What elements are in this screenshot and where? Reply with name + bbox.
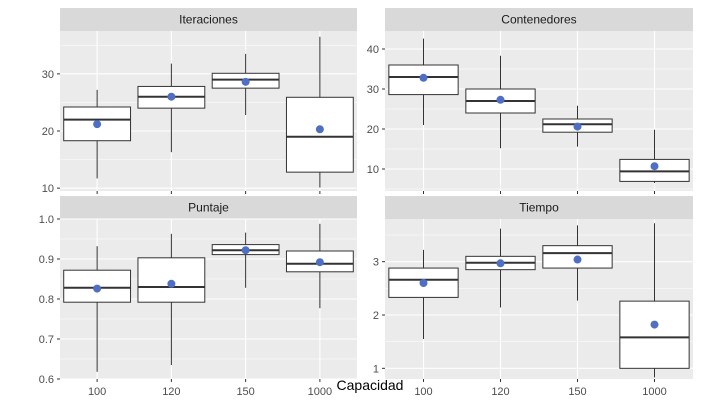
box-120 xyxy=(465,228,536,308)
box-100 xyxy=(63,246,132,372)
y-tick-label: 1.0 xyxy=(39,214,54,226)
y-tick-label: 20 xyxy=(367,124,379,136)
x-tick-label: 100 xyxy=(88,386,106,398)
x-tick-label: 120 xyxy=(491,386,509,398)
y-tick-label: 2 xyxy=(373,310,379,322)
mean-point xyxy=(241,77,250,86)
y-tick-label: 3 xyxy=(373,257,379,269)
y-tick-label: 30 xyxy=(367,84,379,96)
box-150 xyxy=(211,53,280,115)
panel-strip xyxy=(60,8,357,31)
box-iqr xyxy=(619,300,690,369)
box-150 xyxy=(542,105,613,147)
mean-point xyxy=(419,279,428,287)
mean-point xyxy=(315,258,324,267)
panel-puntaje: Puntaje 0.6 0.7 0.8 0.9 1.0 100 120 150 1000 xyxy=(39,196,357,398)
box-iqr xyxy=(63,106,132,142)
x-tick-label: 100 xyxy=(414,386,432,398)
panel-strip xyxy=(385,8,693,31)
panel-contenedores: Contenedores102030401001201501000 xyxy=(367,8,693,210)
x-tick-label: 1000 xyxy=(308,386,332,398)
box-1000 xyxy=(285,223,354,309)
y-tick-label: 10 xyxy=(367,164,379,176)
panel-tiempo: Tiempo 1 2 3 100 120 150 1000 xyxy=(373,196,693,398)
y-tick-label: 10 xyxy=(42,183,54,195)
mean-point xyxy=(315,125,324,134)
y-tick-label: 1 xyxy=(373,363,379,375)
box-100 xyxy=(388,38,459,125)
y-tick-label: 0.9 xyxy=(39,254,54,266)
mean-point xyxy=(573,122,582,131)
panel-strip xyxy=(385,196,693,219)
mean-point xyxy=(496,259,505,268)
y-tick-label: 0.8 xyxy=(39,294,54,306)
mean-point xyxy=(93,284,102,293)
y-tick-label: 20 xyxy=(42,126,54,138)
panel-strip xyxy=(60,196,357,219)
box-iqr xyxy=(285,96,354,173)
mean-point xyxy=(241,246,250,255)
mean-point xyxy=(650,320,659,329)
x-tick-label: 120 xyxy=(162,386,180,398)
panel-title: Puntaje xyxy=(188,201,229,215)
mean-point xyxy=(167,279,176,288)
y-tick-label: 40 xyxy=(367,44,379,56)
panel-title: Contenedores xyxy=(501,13,576,27)
box-100 xyxy=(388,249,459,339)
x-tick-label: 150 xyxy=(236,386,254,398)
panel-title: Iteraciones xyxy=(179,13,238,27)
box-150 xyxy=(211,232,280,288)
x-tick-label: 1000 xyxy=(642,386,666,398)
mean-point xyxy=(650,162,659,171)
box-1000 xyxy=(285,36,354,188)
box-100 xyxy=(63,89,132,179)
y-tick-label: 30 xyxy=(42,69,54,81)
box-1000 xyxy=(619,223,690,378)
box-120 xyxy=(465,55,536,149)
mean-point xyxy=(93,120,102,129)
mean-point xyxy=(167,92,176,101)
mean-point xyxy=(496,95,505,104)
x-tick-label: 150 xyxy=(568,386,586,398)
y-tick-label: 0.6 xyxy=(39,374,54,386)
panel-title: Tiempo xyxy=(519,201,559,215)
x-axis-title: Capacidad xyxy=(337,377,404,393)
box-1000 xyxy=(619,129,690,183)
box-120 xyxy=(137,233,206,365)
mean-point xyxy=(419,73,428,82)
box-120 xyxy=(137,63,206,153)
panel-iteraciones: Iteraciones1020301001201501000 xyxy=(42,8,357,210)
y-tick-label: 0.7 xyxy=(39,334,54,346)
mean-point xyxy=(573,255,582,264)
box-150 xyxy=(542,225,613,301)
